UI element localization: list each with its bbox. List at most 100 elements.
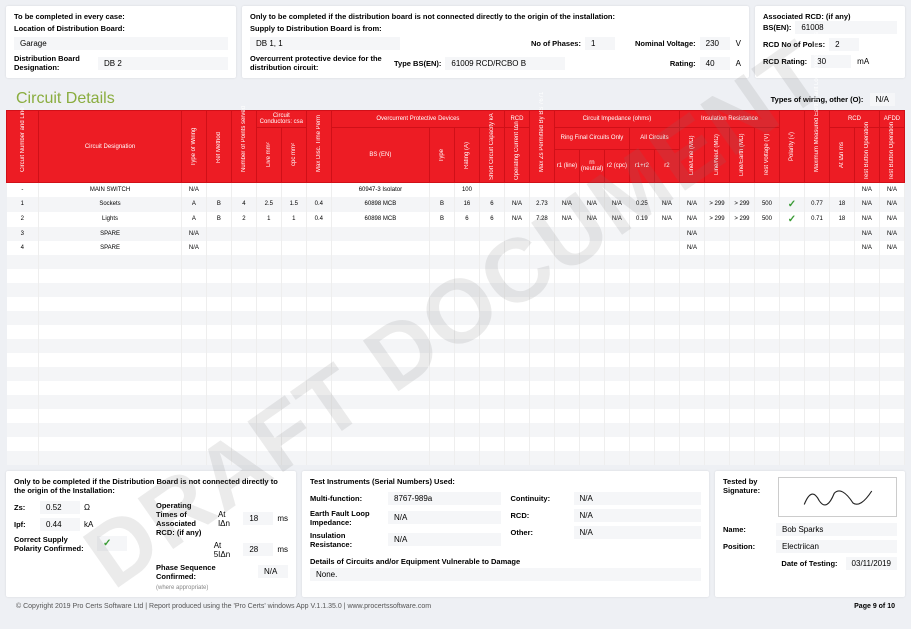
cell-le xyxy=(729,241,754,255)
cell-ln xyxy=(704,227,729,241)
card-bottom-left: Only to be completed if the Distribution… xyxy=(6,471,296,597)
polarity-check-icon: ✓ xyxy=(97,536,127,551)
at5idn-value[interactable]: 28 xyxy=(243,543,273,556)
location-value[interactable]: Garage xyxy=(14,37,228,50)
card-bottom-mid: Test Instruments (Serial Numbers) Used: … xyxy=(302,471,709,597)
cell-ocu xyxy=(504,227,529,241)
cell-r2 xyxy=(654,241,679,255)
h-pol: Polarity (√) xyxy=(789,122,795,172)
cell-ocu: N/A xyxy=(504,212,529,227)
h-tbo2: Test Button Operation xyxy=(889,130,895,180)
card-mid-title: Only to be completed if the distribution… xyxy=(250,12,737,21)
rcd-poles-value[interactable]: 2 xyxy=(829,38,859,51)
h-tow: Type of Wiring xyxy=(191,122,197,172)
date-value[interactable]: 03/11/2019 xyxy=(846,557,897,570)
zs-value[interactable]: 0.52 xyxy=(40,501,80,514)
top-row: To be completed in every case: Location … xyxy=(6,6,905,78)
rating-value[interactable]: 40 xyxy=(700,57,730,70)
type-bsen-value[interactable]: 61009 RCD/RCBO B xyxy=(445,57,565,70)
other-value[interactable]: N/A xyxy=(574,526,702,539)
cell-r1r2: 0.19 xyxy=(629,212,654,227)
h-ocu: Operating Current IΔn xyxy=(514,130,520,180)
card-bottom-right: Tested by Signature: Name:Bob Sparks Pos… xyxy=(715,471,905,597)
h-scc: Short Circuit Capacity kA xyxy=(489,130,495,180)
cell-rating: 16 xyxy=(454,197,479,212)
phases-value[interactable]: 1 xyxy=(585,37,615,50)
nomv-label: Nominal Voltage: xyxy=(635,39,696,48)
cell-tbo2: N/A xyxy=(879,183,904,197)
table-row-blank xyxy=(7,339,905,353)
supply-value[interactable]: DB 1, 1 xyxy=(250,37,400,50)
hg-rcd2: RCD xyxy=(829,111,879,128)
atidn-label: At IΔn xyxy=(218,510,239,528)
h-r2: r2 xyxy=(654,149,679,182)
details-value[interactable]: None. xyxy=(310,568,701,581)
h-num: Circuit Number and Line xyxy=(20,122,26,172)
h-desig: Circuit Designation xyxy=(39,111,182,183)
table-row-blank xyxy=(7,381,905,395)
cell-rnn xyxy=(579,241,604,255)
table-row-blank xyxy=(7,283,905,297)
cell-pol: ✓ xyxy=(779,212,804,227)
cell-atidn xyxy=(829,183,854,197)
cell-ll: N/A xyxy=(679,227,704,241)
polarity-label: Correct Supply Polarity Confirmed: xyxy=(14,535,89,553)
pos-value[interactable]: Electriican xyxy=(776,540,897,553)
cell-live: 2.5 xyxy=(256,197,281,212)
cell-rating: 100 xyxy=(454,183,479,197)
efli-value[interactable]: N/A xyxy=(388,511,501,524)
phaseseq-value[interactable]: N/A xyxy=(258,565,288,578)
date-label: Date of Testing: xyxy=(781,559,837,568)
cell-tbo2: N/A xyxy=(879,212,904,227)
cell-bsen xyxy=(331,241,429,255)
nomv-value[interactable]: 230 xyxy=(700,37,730,50)
h-atidn: At IΔn ms xyxy=(839,130,845,180)
cell-desig: Lights xyxy=(39,212,182,227)
table-row-blank xyxy=(7,423,905,437)
h-rnn: rn (neutral) xyxy=(579,149,604,182)
cell-pol: ✓ xyxy=(779,197,804,212)
types-wiring: Types of wiring, other (O): N/A xyxy=(771,95,895,104)
designation-value[interactable]: DB 2 xyxy=(98,57,228,70)
rcd-bsen-label: BS(EN): xyxy=(763,23,791,32)
h-r1r2: r1+r2 xyxy=(629,149,654,182)
ipf-value[interactable]: 0.44 xyxy=(40,518,80,531)
cell-mdt xyxy=(306,227,331,241)
name-value[interactable]: Bob Sparks xyxy=(776,523,897,536)
table-row: 1SocketsAB42.51.50.460898 MCBB166N/A2.73… xyxy=(7,197,905,212)
cell-tbo: N/A xyxy=(854,212,879,227)
hg-ring: Ring Final Circuits Only xyxy=(554,128,629,150)
cont-value[interactable]: N/A xyxy=(574,492,702,505)
cell-num: 3 xyxy=(7,227,39,241)
rcd-bsen-value[interactable]: 61008 xyxy=(795,21,897,34)
cell-mdt xyxy=(306,183,331,197)
ir-value[interactable]: N/A xyxy=(388,533,501,546)
circuit-details-title: Circuit Details xyxy=(16,90,115,108)
cell-cpc xyxy=(281,227,306,241)
cell-live xyxy=(256,241,281,255)
ipf-label: Ipf: xyxy=(14,520,32,529)
cell-mzp: 7.28 xyxy=(529,212,554,227)
cell-mzp xyxy=(529,227,554,241)
cell-desig: SPARE xyxy=(39,227,182,241)
cell-cpc: 1 xyxy=(281,212,306,227)
card-location: To be completed in every case: Location … xyxy=(6,6,236,78)
atidn-value[interactable]: 18 xyxy=(243,512,273,525)
rcd-value2[interactable]: N/A xyxy=(574,509,702,522)
cell-ref: B xyxy=(206,197,231,212)
phaseseq-label: Phase Sequence Confirmed: xyxy=(156,563,250,581)
cell-mzp xyxy=(529,183,554,197)
cell-tv: 500 xyxy=(754,212,779,227)
zs-unit: Ω xyxy=(84,503,90,512)
card-left-title: To be completed in every case: xyxy=(14,12,224,21)
cell-type xyxy=(429,227,454,241)
types-wiring-value[interactable]: N/A xyxy=(870,93,895,106)
mf-value[interactable]: 8767-989a xyxy=(388,492,501,505)
designation-label: Distribution Board Designation: xyxy=(14,54,94,72)
circuits-table: Circuit Number and Line Circuit Designat… xyxy=(6,110,905,465)
cell-r2c: N/A xyxy=(604,212,629,227)
cell-ref xyxy=(206,227,231,241)
ocpd-label: Overcurrent protective device for the di… xyxy=(250,54,390,72)
cell-le: > 299 xyxy=(729,212,754,227)
cell-live: 1 xyxy=(256,212,281,227)
